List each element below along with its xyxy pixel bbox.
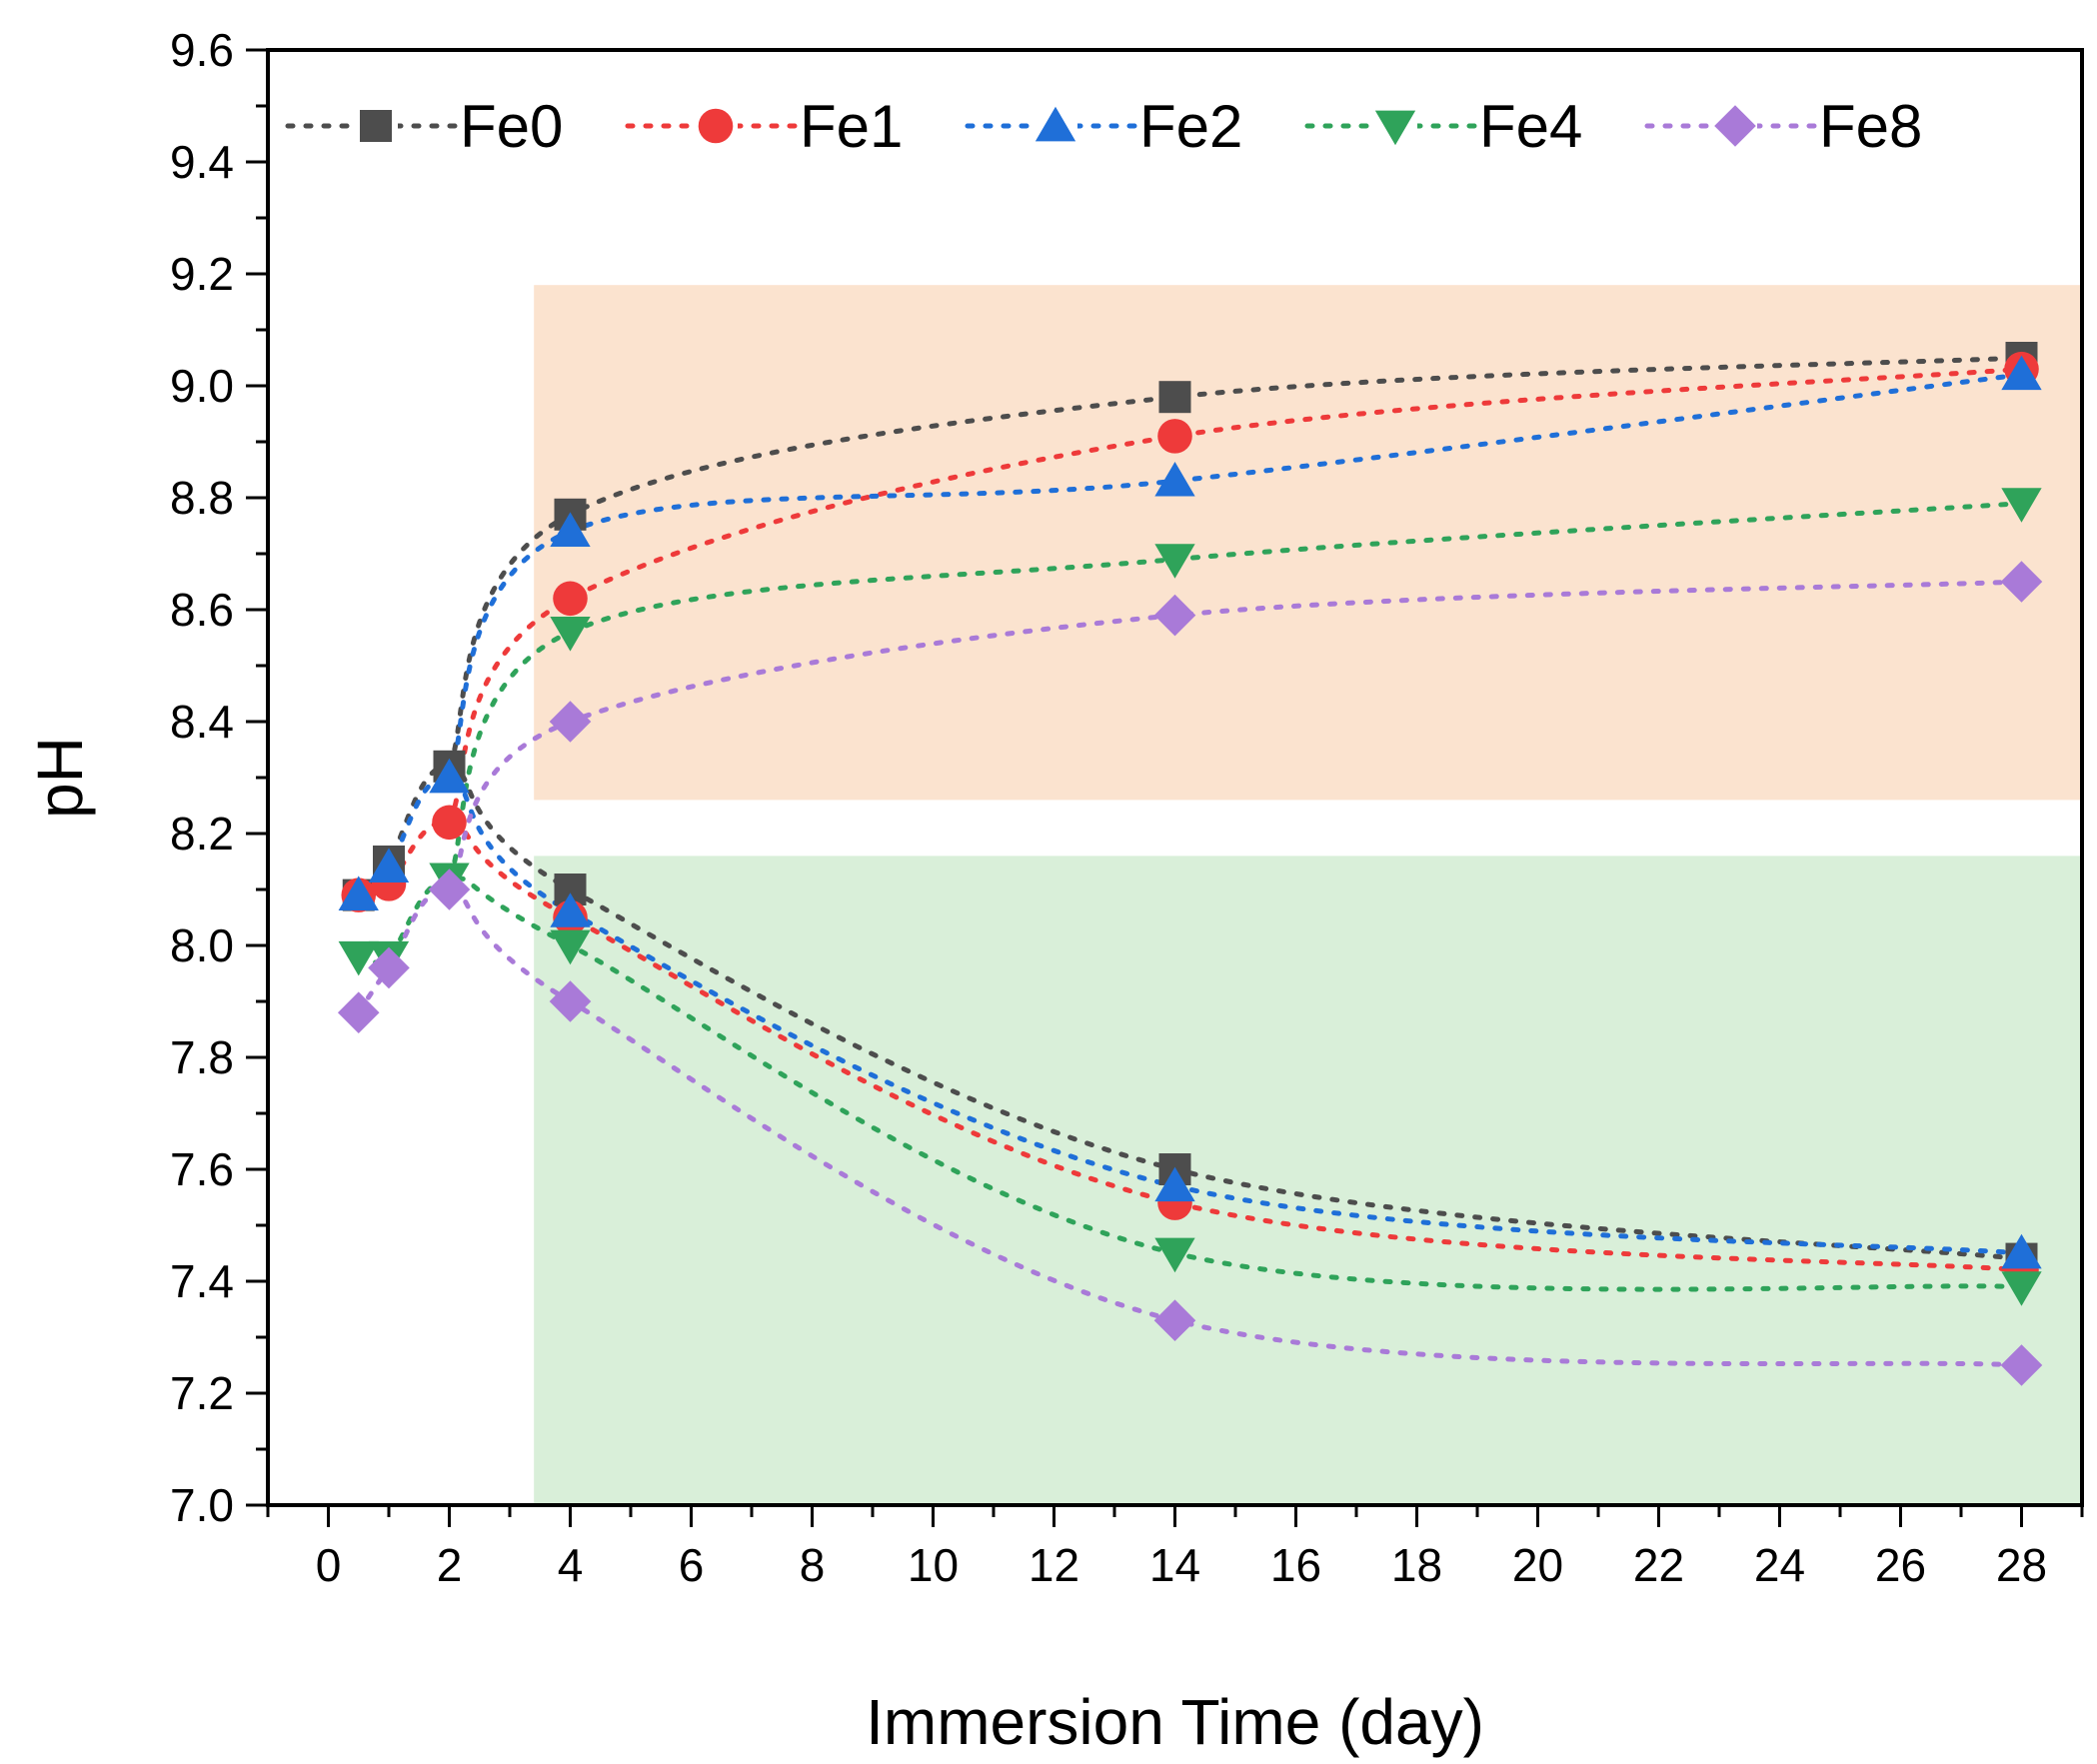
data-point-fe2 <box>1154 1166 1195 1202</box>
y-tick-label: 9.6 <box>170 24 234 76</box>
data-point-fe2 <box>550 892 591 927</box>
data-point-fe2 <box>2001 1233 2042 1269</box>
y-tick-label: 8.4 <box>170 696 234 748</box>
data-point-fe8-upper <box>2000 561 2043 603</box>
data-point-fe1-upper <box>1157 419 1192 454</box>
series-line-fe0-upper <box>447 355 2024 770</box>
lower-region <box>534 856 2083 1505</box>
data-point-fe0-upper <box>1158 381 1191 414</box>
y-tick-label: 7.2 <box>170 1367 234 1419</box>
data-point-fe1 <box>432 805 467 841</box>
legend-label-fe0: Fe0 <box>460 93 563 160</box>
x-tick-label: 2 <box>437 1539 463 1591</box>
legend-marker-fe1 <box>698 108 734 144</box>
x-tick-label: 16 <box>1270 1539 1321 1591</box>
y-tick-label: 8.8 <box>170 472 234 524</box>
data-point-fe4-upper <box>2001 488 2042 523</box>
x-tick-label: 22 <box>1633 1539 1684 1591</box>
y-axis-ticks: 7.0 7.2 7.4 7.6 7.8 8.0 8.2 8.4 8.6 8.8 9.0 9.2 9.4 9… <box>170 24 268 1531</box>
data-point-fe2-upper <box>1154 462 1195 497</box>
legend-label-fe2: Fe2 <box>1139 93 1242 160</box>
legend-marker-fe8 <box>1714 105 1756 147</box>
legend-item-fe8: Fe8 <box>1644 93 1922 160</box>
x-axis-title: Immersion Time (day) <box>866 1686 1484 1758</box>
y-tick-label: 7.0 <box>170 1479 234 1531</box>
x-tick-label: 6 <box>679 1539 705 1591</box>
series-line-fe1-upper <box>447 366 2024 826</box>
data-point-fe4 <box>338 940 379 976</box>
data-point-fe4-upper <box>550 617 591 652</box>
x-tick-label: 14 <box>1149 1539 1200 1591</box>
x-tick-label: 20 <box>1512 1539 1563 1591</box>
series-line-fe1-lower <box>356 820 2024 1273</box>
y-tick-label: 7.6 <box>170 1143 234 1195</box>
x-tick-label: 24 <box>1754 1539 1805 1591</box>
y-tick-label: 7.8 <box>170 1031 234 1083</box>
x-tick-label: 10 <box>908 1539 959 1591</box>
legend-item-fe4: Fe4 <box>1304 93 1582 160</box>
y-tick-label: 9.4 <box>170 136 234 188</box>
data-point-fe8 <box>428 869 471 910</box>
data-point-fe8 <box>1153 1299 1196 1341</box>
x-tick-label: 0 <box>316 1539 342 1591</box>
data-point-fe8-upper <box>549 701 592 743</box>
x-tick-label: 12 <box>1029 1539 1079 1591</box>
upper-region <box>534 285 2083 801</box>
x-tick-label: 18 <box>1391 1539 1442 1591</box>
x-tick-label: 26 <box>1875 1539 1926 1591</box>
y-tick-label: 7.4 <box>170 1255 234 1307</box>
legend-marker-fe0 <box>360 110 392 142</box>
data-point-fe2 <box>368 848 410 882</box>
y-tick-label: 9.0 <box>170 360 234 412</box>
x-tick-label: 8 <box>800 1539 826 1591</box>
y-tick-label: 8.2 <box>170 808 234 860</box>
x-tick-label: 4 <box>558 1539 584 1591</box>
series-line-fe4-upper <box>447 501 2024 882</box>
x-tick-label: 28 <box>1996 1539 2047 1591</box>
data-point-fe4 <box>1154 1237 1195 1273</box>
data-point-fe4 <box>550 929 591 965</box>
data-point-fe8 <box>2000 1344 2043 1386</box>
legend: Fe0 Fe1 Fe2 Fe4 Fe8 <box>285 93 1922 160</box>
data-point-fe8 <box>337 991 380 1033</box>
legend-item-fe1: Fe1 <box>625 93 903 160</box>
data-point-fe2-upper <box>550 512 591 547</box>
legend-label-fe1: Fe1 <box>800 93 903 160</box>
data-point-fe2 <box>429 758 470 794</box>
legend-marker-fe2 <box>1035 106 1076 142</box>
series-markers <box>337 342 2043 1386</box>
series-line-fe0-lower <box>356 764 2024 1262</box>
legend-label-fe8: Fe8 <box>1819 93 1922 160</box>
data-point-fe8 <box>549 980 592 1022</box>
data-point-fe2 <box>338 876 379 910</box>
series-line-fe8-upper <box>447 579 2024 892</box>
legend-item-fe0: Fe0 <box>285 93 563 160</box>
y-axis-title: pH <box>24 737 96 819</box>
legend-label-fe4: Fe4 <box>1479 93 1582 160</box>
data-point-fe4 <box>2001 1271 2042 1306</box>
data-point-fe8-upper <box>1153 594 1196 637</box>
series-lines <box>356 355 2024 1368</box>
y-tick-label: 8.0 <box>170 919 234 971</box>
shaded-regions <box>534 285 2083 1505</box>
data-point-fe1-upper <box>553 581 588 617</box>
y-tick-label: 9.2 <box>170 248 234 300</box>
data-point-fe8 <box>368 946 410 989</box>
series-line-fe2-lower <box>356 775 2024 1256</box>
data-point-fe4-upper <box>1154 544 1195 579</box>
x-axis-ticks: 0 2 4 6 8 10 12 14 16 18 20 22 24 26 28 <box>266 1505 2084 1591</box>
data-point-fe2-upper <box>2001 355 2042 391</box>
series-line-fe8-lower <box>356 886 2024 1368</box>
series-line-fe4-lower <box>356 876 2024 1292</box>
y-tick-label: 8.6 <box>170 584 234 636</box>
legend-marker-fe4 <box>1374 110 1416 146</box>
legend-item-fe2: Fe2 <box>965 93 1242 160</box>
